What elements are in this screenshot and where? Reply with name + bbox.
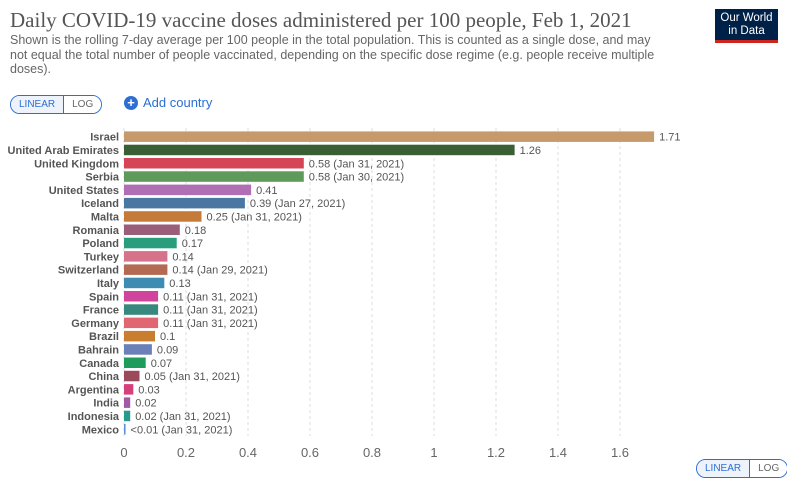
category-label: Italy [97,278,120,290]
category-label: Argentina [68,384,120,396]
data-label: 0.02 [135,398,156,410]
bar [124,384,134,395]
bar [124,131,655,142]
data-label: 0.14 [172,251,193,263]
category-label: Spain [89,291,119,303]
logo-line-1: Our World [720,12,773,24]
data-label: 0.58 (Jan 31, 2021) [309,158,404,170]
category-label: Poland [82,238,119,250]
data-label: 0.25 (Jan 31, 2021) [207,211,302,223]
data-label: 0.17 [182,238,203,250]
category-label: Turkey [84,251,120,263]
scale-toggle-bottom: LINEAR LOG [696,459,787,478]
add-country-button[interactable]: + Add country [124,95,212,110]
bar [124,344,152,355]
data-label: 0.58 (Jan 30, 2021) [309,172,404,184]
data-label: 0.39 (Jan 27, 2021) [250,198,345,210]
data-label: 1.26 [520,145,541,157]
bar [124,264,168,275]
bar [124,357,146,368]
category-label: France [83,305,119,317]
x-tick-label: 1.6 [611,445,629,460]
category-label: Indonesia [68,411,120,423]
category-label: Serbia [85,172,120,184]
data-label: 0.1 [160,331,175,343]
data-label: 0.41 [256,185,277,197]
category-label: Israel [90,132,119,144]
bar [124,144,515,156]
bar [124,158,304,169]
bar [124,291,159,302]
category-label: Bahrain [78,344,119,356]
bar [124,410,131,422]
x-tick-label: 1 [430,445,437,460]
bar [124,424,126,435]
linear-scale-button[interactable]: LINEAR [11,96,65,113]
owid-logo[interactable]: Our World in Data [715,9,778,43]
data-label: 0.11 (Jan 31, 2021) [163,318,258,330]
data-label: 0.18 [185,225,206,237]
data-label: 0.02 (Jan 31, 2021) [135,411,230,423]
log-scale-button-bottom[interactable]: LOG [750,460,787,477]
bar [124,171,304,182]
data-label: 0.09 [157,344,178,356]
scale-toggle-top: LINEAR LOG [10,95,103,114]
bar [124,330,155,342]
category-label: Malta [91,211,120,223]
x-tick-label: 0.2 [177,445,195,460]
data-label: 0.11 (Jan 31, 2021) [163,291,258,303]
plus-circle-icon: + [124,95,138,110]
x-tick-label: 1.2 [487,445,505,460]
bar [124,251,168,262]
category-label: United States [49,185,119,197]
bar [124,184,252,196]
x-tick-label: 0.8 [363,445,381,460]
x-tick-label: 0.6 [301,445,319,460]
data-label: 0.05 (Jan 31, 2021) [145,371,240,383]
data-label: 1.71 [659,132,680,144]
category-label: Canada [79,358,120,370]
category-label: India [93,398,120,410]
data-label: 0.13 [169,278,190,290]
chart-title: Daily COVID-19 vaccine doses administere… [10,8,632,32]
x-tick-label: 0 [120,445,127,460]
category-label: United Kingdom [34,158,119,170]
log-scale-button[interactable]: LOG [64,96,102,113]
bar [124,277,165,289]
x-tick-label: 1.4 [549,445,567,460]
category-label: United Arab Emirates [8,145,119,157]
data-label: 0.11 (Jan 31, 2021) [163,305,258,317]
bar [124,224,180,235]
bar [124,197,245,209]
data-label: 0.14 (Jan 29, 2021) [172,265,267,277]
category-label: China [88,371,119,383]
linear-scale-button-bottom[interactable]: LINEAR [697,460,751,477]
category-label: Mexico [82,424,120,436]
category-label: Brazil [89,331,119,343]
x-tick-label: 0.4 [239,445,257,460]
bar [124,211,202,222]
bar [124,317,159,329]
category-label: Switzerland [58,265,119,277]
data-label: 0.07 [151,358,172,370]
category-label: Germany [71,318,120,330]
bar [124,237,177,249]
add-country-label: Add country [143,95,213,110]
bar [124,397,131,408]
bar [124,304,159,315]
logo-line-2: in Data [728,25,765,37]
chart-subtitle: Shown is the rolling 7-day average per 1… [10,33,655,76]
category-label: Iceland [81,198,119,210]
category-label: Romania [73,225,120,237]
data-label: 0.03 [138,384,159,396]
bar [124,370,140,382]
data-label: <0.01 (Jan 31, 2021) [131,424,233,436]
